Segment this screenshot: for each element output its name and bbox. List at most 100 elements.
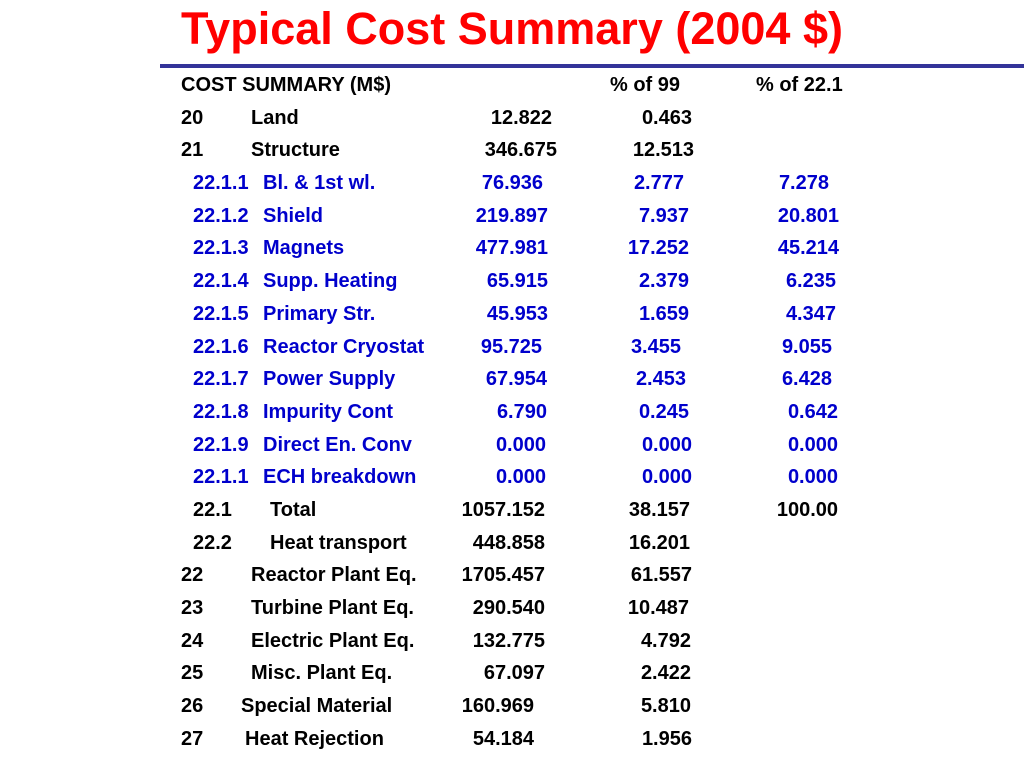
- row-pct221: 0.642: [787, 400, 838, 423]
- row-value: 448.858: [472, 531, 545, 554]
- row-pct99: 2.379: [638, 270, 689, 293]
- table-row: 22.1.5 Primary Str. 45.953 1.659 4.347: [0, 298, 1024, 331]
- row-pct221: 20.801: [777, 204, 839, 227]
- row-value: 346.675: [484, 139, 557, 162]
- row-name: Reactor Plant Eq.: [251, 564, 417, 587]
- row-pct99: 2.422: [640, 662, 691, 685]
- row-code: 25: [181, 662, 204, 685]
- row-code: 23: [181, 597, 204, 619]
- row-value: 6.790: [496, 400, 547, 423]
- row-value: 219.897: [475, 204, 548, 227]
- row-code: 22.1.2: [193, 204, 249, 227]
- header-pct-of-22-1: % of 22.1: [756, 74, 843, 96]
- row-pct99: 0.000: [641, 433, 692, 456]
- row-pct99: 1.659: [638, 302, 689, 325]
- row-code: 22.2: [193, 531, 232, 554]
- row-name: Bl. & 1st wl.: [263, 172, 376, 195]
- row-pct221: 7.278: [778, 172, 829, 195]
- page-title: Typical Cost Summary (2004 $): [181, 3, 843, 54]
- header-label: COST SUMMARY (M$): [181, 74, 391, 96]
- row-value: 1705.457: [461, 564, 545, 587]
- row-name: Direct En. Conv: [263, 433, 412, 456]
- row-name: Supp. Heating: [263, 270, 398, 293]
- row-value: 0.000: [495, 466, 546, 489]
- row-pct99: 12.513: [632, 139, 694, 162]
- row-code: 24: [181, 629, 204, 652]
- row-code: 27: [181, 727, 204, 750]
- row-name: Land: [251, 106, 299, 129]
- row-pct99: 61.557: [630, 564, 692, 587]
- row-pct99: 17.252: [627, 237, 689, 260]
- row-code: 22.1.5: [193, 302, 249, 325]
- row-pct221: 45.214: [777, 237, 839, 260]
- row-pct99: 10.487: [627, 597, 689, 619]
- row-name: Structure: [251, 139, 340, 162]
- row-pct99: 38.157: [628, 498, 690, 521]
- row-pct99: 4.792: [640, 629, 691, 652]
- row-pct221: 4.347: [785, 302, 836, 325]
- row-code: 22.1.9: [193, 433, 249, 456]
- row-name: Total: [270, 498, 317, 521]
- row-value: 54.184: [472, 727, 534, 750]
- table-row: 22.1.6 Reactor Cryostat 95.725 3.455 9.0…: [0, 331, 1024, 364]
- row-value: 76.936: [481, 172, 543, 195]
- table-row: 25 Misc. Plant Eq. 67.097 2.422: [0, 657, 1024, 690]
- row-pct221: 0.000: [787, 466, 838, 489]
- table-row: 22.1 Total 1057.152 38.157 100.00: [0, 494, 1024, 527]
- table-row: 22.1.7 Power Supply 67.954 2.453 6.428: [0, 363, 1024, 396]
- row-value: 67.954: [485, 368, 547, 391]
- row-value: 132.775: [472, 629, 545, 652]
- table-row: 22.1.1 Bl. & 1st wl. 76.936 2.777 7.278: [0, 167, 1024, 200]
- row-name: Turbine Plant Eq.: [251, 597, 414, 619]
- row-code: 22.1: [193, 498, 232, 521]
- row-pct99: 5.810: [640, 695, 691, 718]
- row-code: 20: [181, 106, 204, 129]
- row-code: 22.1.4: [193, 270, 249, 293]
- row-value: 12.822: [490, 106, 552, 129]
- row-value: 160.969: [461, 695, 534, 718]
- table-row: 24 Electric Plant Eq. 132.775 4.792: [0, 625, 1024, 658]
- row-name: Special Material: [241, 695, 393, 718]
- row-pct99: 3.455: [630, 335, 681, 358]
- table-row: 26 Special Material 160.969 5.810: [0, 690, 1024, 723]
- table-row: 23 Turbine Plant Eq. 290.540 10.487: [0, 592, 1024, 625]
- row-name: Heat Rejection: [245, 727, 384, 750]
- table-row: 22.2 Heat transport 448.858 16.201: [0, 527, 1024, 560]
- row-name: Magnets: [263, 237, 345, 260]
- row-pct99: 1.956: [641, 727, 692, 750]
- row-pct221: 100.00: [776, 498, 838, 521]
- row-name: Power Supply: [263, 368, 396, 391]
- row-pct99: 0.463: [641, 106, 692, 129]
- header-pct-of-99: % of 99: [610, 74, 681, 96]
- row-name: Misc. Plant Eq.: [251, 662, 393, 685]
- row-code: 22.1.7: [193, 368, 249, 391]
- row-code: 22.1.1: [193, 172, 249, 195]
- row-value: 67.097: [483, 662, 545, 685]
- row-pct99: 0.245: [638, 400, 689, 423]
- row-name: Electric Plant Eq.: [251, 629, 415, 652]
- row-value: 0.000: [495, 433, 546, 456]
- table-row: 22.1.9 Direct En. Conv 0.000 0.000 0.000: [0, 429, 1024, 462]
- row-value: 290.540: [472, 597, 545, 619]
- table-row: 22.1.1 ECH breakdown 0.000 0.000 0.000: [0, 461, 1024, 494]
- table-row: 22.1.3 Magnets 477.981 17.252 45.214: [0, 232, 1024, 265]
- row-value: 477.981: [475, 237, 548, 260]
- row-pct99: 0.000: [641, 466, 692, 489]
- row-pct99: 16.201: [628, 531, 690, 554]
- row-code: 22.1.1: [193, 466, 249, 489]
- row-name: Impurity Cont: [263, 400, 393, 423]
- row-pct221: 9.055: [781, 335, 832, 358]
- cost-summary-table: COST SUMMARY (M$) % of 99 % of 22.1 20 L…: [0, 69, 1024, 755]
- title-divider: [160, 64, 1024, 68]
- table-row: 22.1.2 Shield 219.897 7.937 20.801: [0, 200, 1024, 233]
- row-pct99: 2.777: [633, 172, 684, 195]
- row-code: 21: [181, 139, 204, 162]
- row-name: Shield: [263, 204, 324, 227]
- row-name: ECH breakdown: [263, 466, 417, 489]
- row-code: 22.1.6: [193, 335, 249, 358]
- row-value: 95.725: [480, 335, 542, 358]
- table-row: 27 Heat Rejection 54.184 1.956: [0, 723, 1024, 756]
- row-pct221: 6.428: [781, 368, 832, 391]
- table-row: 20 Land 12.822 0.463: [0, 102, 1024, 135]
- row-code: 22.1.3: [193, 237, 249, 260]
